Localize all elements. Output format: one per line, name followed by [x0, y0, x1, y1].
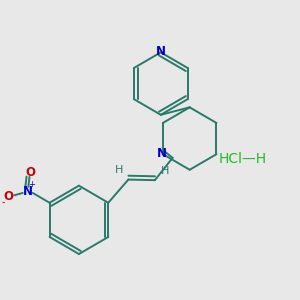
Text: -: - [1, 197, 5, 207]
Text: N: N [22, 185, 32, 198]
Text: +: + [28, 180, 35, 189]
Text: N: N [156, 147, 167, 160]
Text: H: H [160, 166, 169, 176]
Text: O: O [3, 190, 13, 203]
Text: N: N [156, 45, 166, 58]
Text: HCl—H: HCl—H [218, 152, 267, 166]
Text: O: O [26, 166, 35, 178]
Text: H: H [115, 165, 123, 175]
